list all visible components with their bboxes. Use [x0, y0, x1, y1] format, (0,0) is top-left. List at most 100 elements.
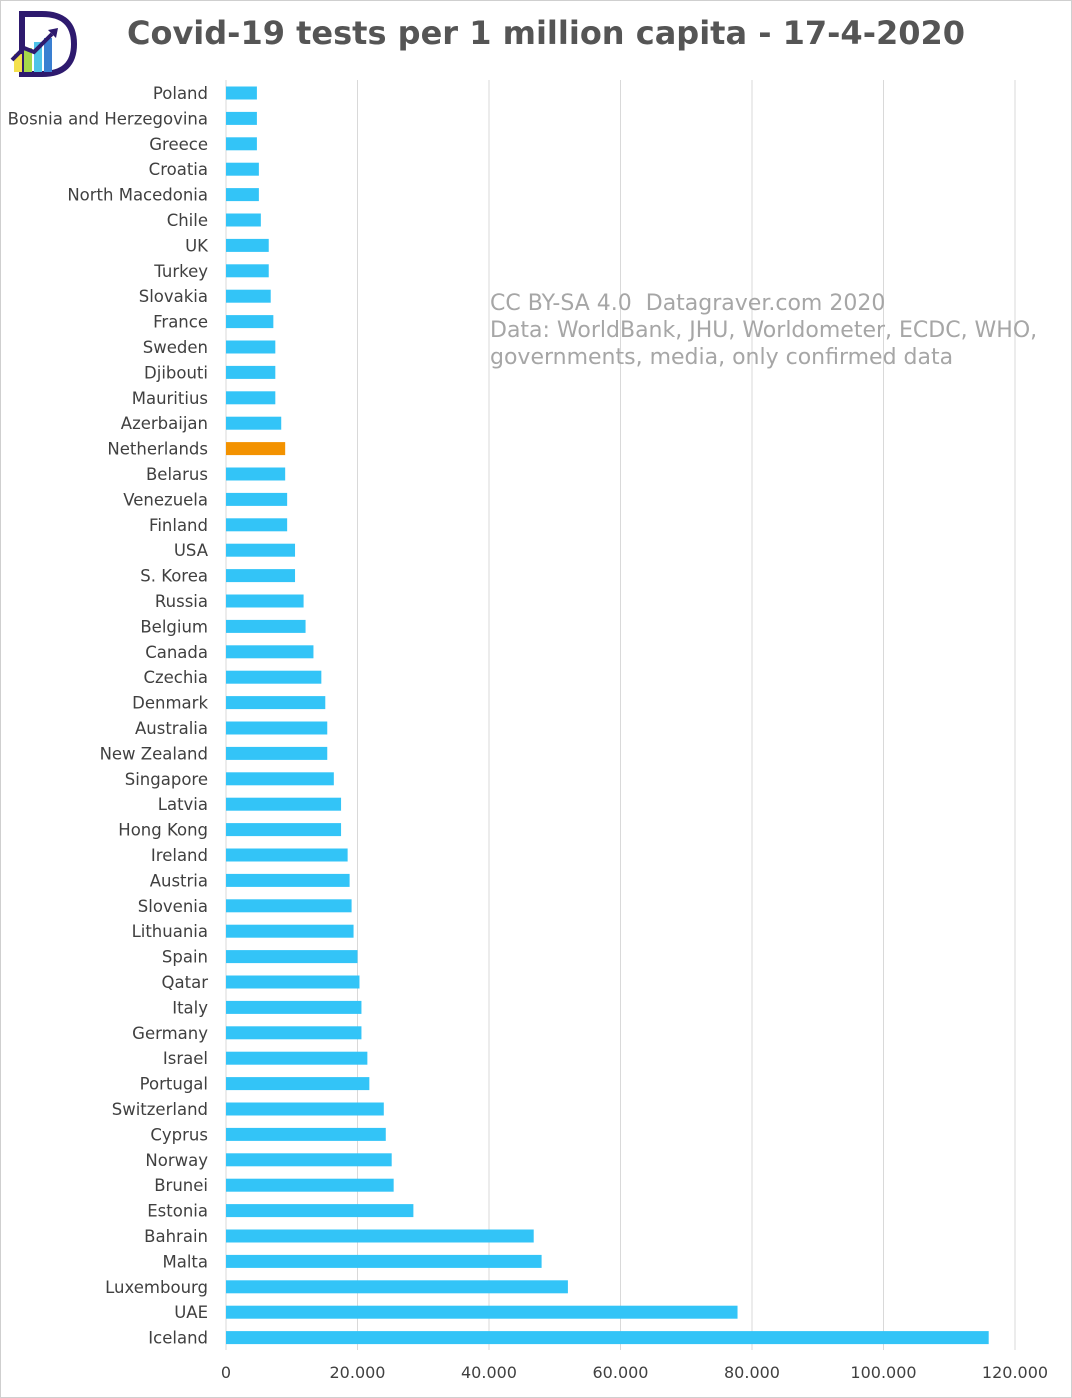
bar [226, 823, 342, 837]
bar [226, 518, 288, 532]
bar [226, 111, 257, 125]
watermark-credit: CC BY-SA 4.0 Datagraver.com 2020 Data: W… [490, 290, 1037, 371]
bar [226, 1026, 362, 1040]
category-label: Canada [145, 643, 208, 662]
bar [226, 391, 276, 405]
bar [226, 442, 286, 456]
bar [226, 1305, 738, 1319]
category-label: New Zealand [100, 744, 208, 763]
watermark-line-1: CC BY-SA 4.0 Datagraver.com 2020 [490, 291, 886, 316]
category-label: France [153, 313, 208, 332]
x-tick-label: 80.000 [724, 1363, 780, 1382]
category-label: USA [174, 541, 209, 560]
bar [226, 670, 322, 684]
datagraver-logo [10, 11, 78, 77]
chart-title: Covid-19 tests per 1 million capita - 17… [126, 14, 966, 52]
bar [226, 340, 276, 354]
category-label: Australia [135, 719, 208, 738]
category-label: UAE [174, 1303, 208, 1322]
bar [226, 619, 306, 633]
bar [226, 1204, 414, 1218]
x-tick-label: 20.000 [330, 1363, 386, 1382]
x-tick-label: 100.000 [850, 1363, 916, 1382]
bar [226, 924, 354, 938]
bar [226, 188, 259, 202]
category-label: Ireland [151, 846, 208, 865]
category-label: Chile [167, 211, 208, 230]
bar [226, 873, 350, 887]
bar [226, 1331, 989, 1345]
bar [226, 543, 296, 557]
category-label: Belarus [146, 465, 208, 484]
bar [226, 1077, 370, 1091]
bar [226, 594, 304, 608]
bar [226, 416, 282, 430]
category-label: North Macedonia [67, 186, 208, 205]
category-label: Norway [145, 1151, 208, 1170]
x-tick-label: 120.000 [982, 1363, 1048, 1382]
bar [226, 315, 274, 329]
x-tick-label: 40.000 [461, 1363, 517, 1382]
category-label: Luxembourg [105, 1278, 208, 1297]
category-label: Bahrain [144, 1227, 208, 1246]
category-label: Malta [162, 1252, 208, 1271]
bar [226, 950, 358, 964]
category-label: Bosnia and Herzegovina [8, 109, 208, 128]
category-label: S. Korea [140, 567, 208, 586]
bar [226, 213, 261, 227]
category-label: Hong Kong [118, 821, 208, 840]
bar [226, 1153, 392, 1167]
bar [226, 162, 259, 176]
bar [226, 746, 328, 760]
category-label: Lithuania [132, 922, 208, 941]
bar [226, 1051, 368, 1065]
category-label: Czechia [143, 668, 208, 687]
bar [226, 569, 296, 583]
bar [226, 1127, 386, 1141]
category-label: Croatia [149, 160, 208, 179]
bar [226, 645, 314, 659]
category-label: Italy [172, 998, 208, 1017]
x-tick-label: 0 [221, 1363, 231, 1382]
bar [226, 797, 342, 811]
category-label: Sweden [143, 338, 208, 357]
bar [226, 137, 257, 151]
category-label: Estonia [147, 1202, 208, 1221]
bar [226, 1102, 384, 1116]
category-label: Azerbaijan [121, 414, 208, 433]
category-label: Singapore [125, 770, 208, 789]
bar [226, 238, 269, 252]
category-label: Qatar [162, 973, 209, 992]
bar [226, 1178, 394, 1192]
category-label: Israel [163, 1049, 208, 1068]
category-label: Djibouti [144, 363, 208, 382]
watermark-line-2: Data: WorldBank, JHU, Worldometer, ECDC,… [490, 318, 1038, 343]
bar [226, 86, 257, 100]
bar [226, 899, 352, 913]
x-tick-label: 60.000 [593, 1363, 649, 1382]
category-label: Denmark [132, 694, 208, 713]
category-label: Netherlands [107, 440, 208, 459]
bar [226, 696, 326, 710]
watermark-line-3: governments, media, only confirmed data [490, 345, 954, 370]
bar [226, 492, 288, 506]
category-label: Germany [132, 1024, 208, 1043]
bar [226, 721, 328, 735]
category-label: Latvia [158, 795, 208, 814]
category-label: Austria [150, 871, 208, 890]
category-label: Portugal [140, 1075, 208, 1094]
bar [226, 975, 360, 989]
category-label: Turkey [153, 262, 208, 281]
bar [226, 1254, 542, 1268]
category-label: Brunei [154, 1176, 208, 1195]
bar [226, 848, 348, 862]
category-label: Belgium [140, 617, 208, 636]
category-label: Greece [149, 135, 208, 154]
category-label: Slovenia [138, 897, 208, 916]
bar [226, 1280, 568, 1294]
category-label: UK [185, 236, 209, 255]
category-label: Mauritius [132, 389, 208, 408]
bar [226, 289, 271, 303]
category-label: Russia [155, 592, 208, 611]
